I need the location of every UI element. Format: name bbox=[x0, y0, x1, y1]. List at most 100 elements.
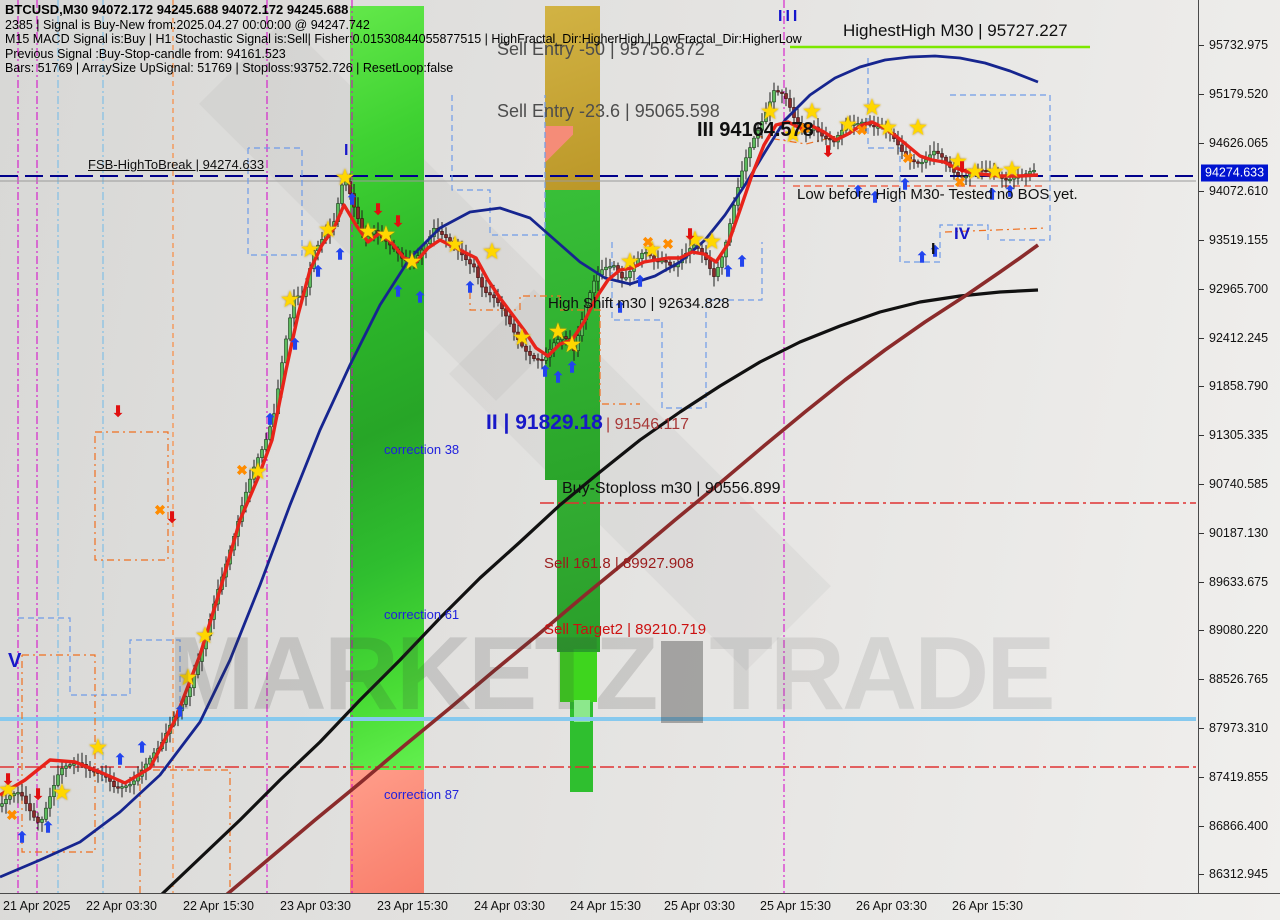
star-signal-icon: ★ bbox=[403, 251, 421, 273]
candlestick-plot-svg bbox=[0, 0, 1196, 893]
price-axis-label: 94626.065 bbox=[1209, 136, 1269, 150]
time-axis-label: 24 Apr 03:30 bbox=[474, 899, 545, 913]
buy-arrow-icon: ⬆ bbox=[288, 336, 302, 354]
sell-arrow-icon: ⬇ bbox=[371, 201, 385, 219]
previous-signal-line: Previous Signal :Buy-Stop-candle from: 9… bbox=[5, 46, 286, 61]
price-tick bbox=[1199, 484, 1204, 485]
x-close-signal-icon: ✖ bbox=[856, 122, 868, 138]
star-signal-icon: ★ bbox=[686, 229, 704, 251]
buy-arrow-icon: ⬆ bbox=[41, 819, 55, 837]
price-axis-label: 95179.520 bbox=[1209, 87, 1269, 101]
roman-i-blue-label: I bbox=[344, 142, 349, 159]
star-signal-icon: ★ bbox=[377, 224, 395, 246]
buy-arrow-icon: ⬆ bbox=[735, 253, 749, 271]
star-signal-icon: ★ bbox=[784, 124, 802, 146]
fib-zone-band bbox=[574, 700, 590, 722]
buy-arrow-icon: ⬆ bbox=[413, 289, 427, 307]
fib-zone-band bbox=[570, 702, 593, 792]
watermark-block-icon bbox=[661, 640, 704, 723]
buy-arrow-icon: ⬆ bbox=[538, 363, 552, 381]
buy-arrow-icon: ⬆ bbox=[345, 191, 359, 209]
star-signal-icon: ★ bbox=[359, 221, 377, 243]
price-tick bbox=[1199, 679, 1204, 680]
time-axis-label: 26 Apr 03:30 bbox=[856, 899, 927, 913]
x-close-signal-icon: ✖ bbox=[902, 150, 914, 166]
buy-arrow-icon: ⬆ bbox=[551, 369, 565, 387]
chart-area[interactable]: MARKETZ TRADE ★ ★ ★ ★ ★ ★ ★ ★ ★ ★ ★ ★ ★ ★ ★ ★ ★ ★ ★ ★ ★ ★ ★ ★ ★ ★ ★… bbox=[0, 0, 1198, 893]
roman-iv-label: IV bbox=[954, 224, 971, 243]
sell-1618-label: Sell 161.8 | 89927.908 bbox=[544, 555, 694, 572]
price-axis-label: 95732.975 bbox=[1209, 38, 1269, 52]
star-signal-icon: ★ bbox=[909, 117, 927, 139]
x-close-signal-icon: ✖ bbox=[154, 502, 166, 518]
price-axis-label: 92412.245 bbox=[1209, 331, 1269, 345]
symbol-ohlc-line: BTCUSD,M30 94072.172 94245.688 94072.172… bbox=[5, 2, 349, 17]
buy-arrow-icon: ⬆ bbox=[868, 189, 882, 207]
roman-i-black-label: I bbox=[931, 241, 936, 258]
price-tick bbox=[1199, 630, 1204, 631]
price-tick bbox=[1199, 143, 1204, 144]
time-axis-label: 25 Apr 03:30 bbox=[664, 899, 735, 913]
fib-zone-band bbox=[560, 652, 597, 702]
buy-arrow-icon: ⬆ bbox=[15, 829, 29, 847]
sell-arrow-icon: ⬇ bbox=[955, 159, 969, 177]
time-axis[interactable]: 21 Apr 2025 22 Apr 03:30 22 Apr 15:30 23 Ap… bbox=[0, 893, 1280, 920]
star-signal-icon: ★ bbox=[1003, 159, 1021, 181]
sell-arrow-icon: ⬇ bbox=[683, 226, 697, 244]
price-tick bbox=[1199, 289, 1204, 290]
slow-ma-maroon-line bbox=[225, 243, 1040, 893]
star-signal-icon: ★ bbox=[879, 117, 897, 139]
price-tick bbox=[1199, 874, 1204, 875]
star-signal-icon: ★ bbox=[986, 161, 1004, 183]
buy-stoploss-label: Buy-Stoploss m30 | 90556.899 bbox=[562, 480, 781, 497]
star-signal-icon: ★ bbox=[89, 737, 107, 759]
correction-61-label: correction 61 bbox=[384, 607, 460, 622]
watermark-text-right: TRADE bbox=[709, 616, 1055, 732]
x-close-signal-icon: ✖ bbox=[954, 174, 966, 190]
price-tick bbox=[1199, 386, 1204, 387]
sell-target2-label: Sell Target2 | 89210.719 bbox=[544, 621, 707, 638]
buy-arrow-icon: ⬆ bbox=[851, 183, 865, 201]
price-axis[interactable]: 94274.633 95732.975 95179.520 94626.065 940… bbox=[1198, 0, 1280, 893]
blue-dashed-channel bbox=[451, 95, 546, 236]
price-tick bbox=[1199, 728, 1204, 729]
star-signal-icon: ★ bbox=[839, 114, 857, 136]
price-axis-label: 91305.335 bbox=[1209, 428, 1269, 442]
price-axis-label: 93519.155 bbox=[1209, 233, 1269, 247]
current-price-tag: 94274.633 bbox=[1201, 164, 1269, 182]
buy-arrow-icon: ⬆ bbox=[898, 176, 912, 194]
orange-dashed-channel bbox=[94, 431, 169, 561]
star-signal-icon: ★ bbox=[53, 782, 71, 804]
x-close-signal-icon: ✖ bbox=[662, 236, 674, 252]
star-signal-icon: ★ bbox=[446, 234, 464, 256]
roman-iii-top-label: III bbox=[778, 8, 801, 25]
fib-zone-band bbox=[545, 126, 573, 164]
star-signal-icon: ★ bbox=[336, 167, 354, 189]
buy-arrow-icon: ⬆ bbox=[633, 273, 647, 291]
buy-arrow-icon: ⬆ bbox=[333, 246, 347, 264]
buy-arrow-icon: ⬆ bbox=[613, 299, 627, 317]
star-signal-icon: ★ bbox=[301, 239, 319, 261]
time-axis-label: 23 Apr 15:30 bbox=[377, 899, 448, 913]
time-axis-label: 24 Apr 15:30 bbox=[570, 899, 641, 913]
star-signal-icon: ★ bbox=[483, 241, 501, 263]
x-close-signal-icon: ✖ bbox=[236, 462, 248, 478]
roman-v-label: V bbox=[8, 650, 22, 672]
watermark-text-left: MARKETZ bbox=[168, 616, 658, 732]
signal-line: 2385 | Signal is Buy-New from:2025.04.27… bbox=[5, 17, 370, 32]
x-close-signal-icon: ✖ bbox=[642, 234, 654, 250]
low-before-high-label: Low before High M30- Tested no BOS yet. bbox=[797, 186, 1078, 203]
buy-arrow-icon: ⬆ bbox=[391, 283, 405, 301]
medium-ma-navy-line bbox=[0, 54, 1039, 879]
slow-ma-black-line bbox=[160, 288, 1039, 893]
star-signal-icon: ★ bbox=[319, 219, 337, 241]
blue-dashed-channel bbox=[18, 617, 181, 712]
time-axis-label: 22 Apr 15:30 bbox=[183, 899, 254, 913]
star-signal-icon: ★ bbox=[549, 321, 567, 343]
sell-arrow-icon: ⬇ bbox=[31, 786, 45, 804]
fib-zone-band bbox=[350, 6, 424, 770]
blue-dashed-channel bbox=[611, 242, 763, 409]
price-tick bbox=[1199, 191, 1204, 192]
star-signal-icon: ★ bbox=[966, 161, 984, 183]
star-signal-icon: ★ bbox=[803, 101, 821, 123]
